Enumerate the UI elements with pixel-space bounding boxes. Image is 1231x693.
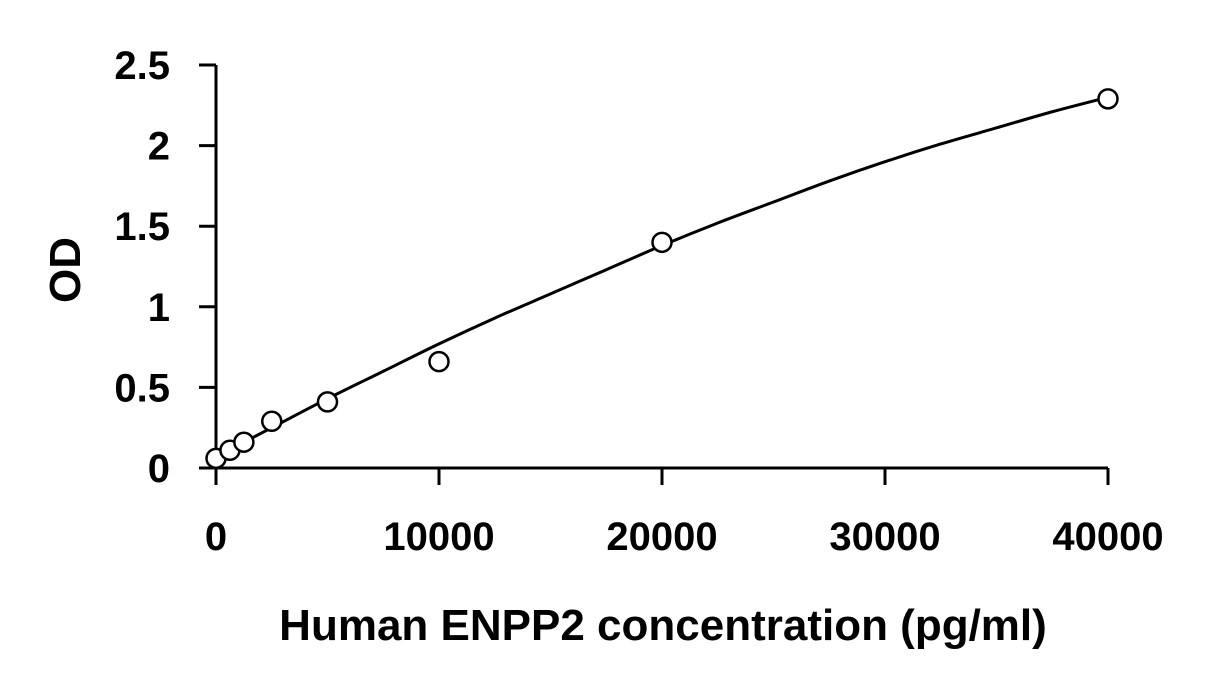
y-tick-label: 1.5	[114, 205, 170, 249]
data-point	[1097, 88, 1119, 110]
data-point	[233, 431, 255, 453]
x-tick-label: 10000	[383, 515, 494, 559]
y-tick-label: 2	[148, 125, 170, 169]
data-point	[651, 231, 673, 254]
x-tick-label: 0	[205, 515, 227, 559]
data-point	[261, 410, 283, 433]
x-tick-label: 40000	[1052, 515, 1163, 559]
x-tick-label: 30000	[829, 515, 940, 559]
y-tick-label: 2.5	[114, 44, 170, 88]
y-tick-label: 0.5	[114, 366, 170, 410]
y-axis-ticks: 0 0.5 1 1.5 2 2.5	[114, 44, 216, 491]
x-axis-title: Human ENPP2 concentration (pg/ml)	[279, 601, 1047, 650]
fitted-curve-line	[215, 95, 1109, 459]
data-point	[428, 350, 450, 373]
data-points	[205, 88, 1119, 470]
y-tick-label: 0	[148, 447, 170, 491]
data-point	[316, 391, 339, 413]
y-axis-title: OD	[41, 237, 90, 303]
x-tick-label: 20000	[606, 515, 717, 559]
x-axis-ticks: 0 10000 20000 30000 40000	[205, 468, 1164, 559]
y-tick-label: 1	[148, 286, 170, 330]
